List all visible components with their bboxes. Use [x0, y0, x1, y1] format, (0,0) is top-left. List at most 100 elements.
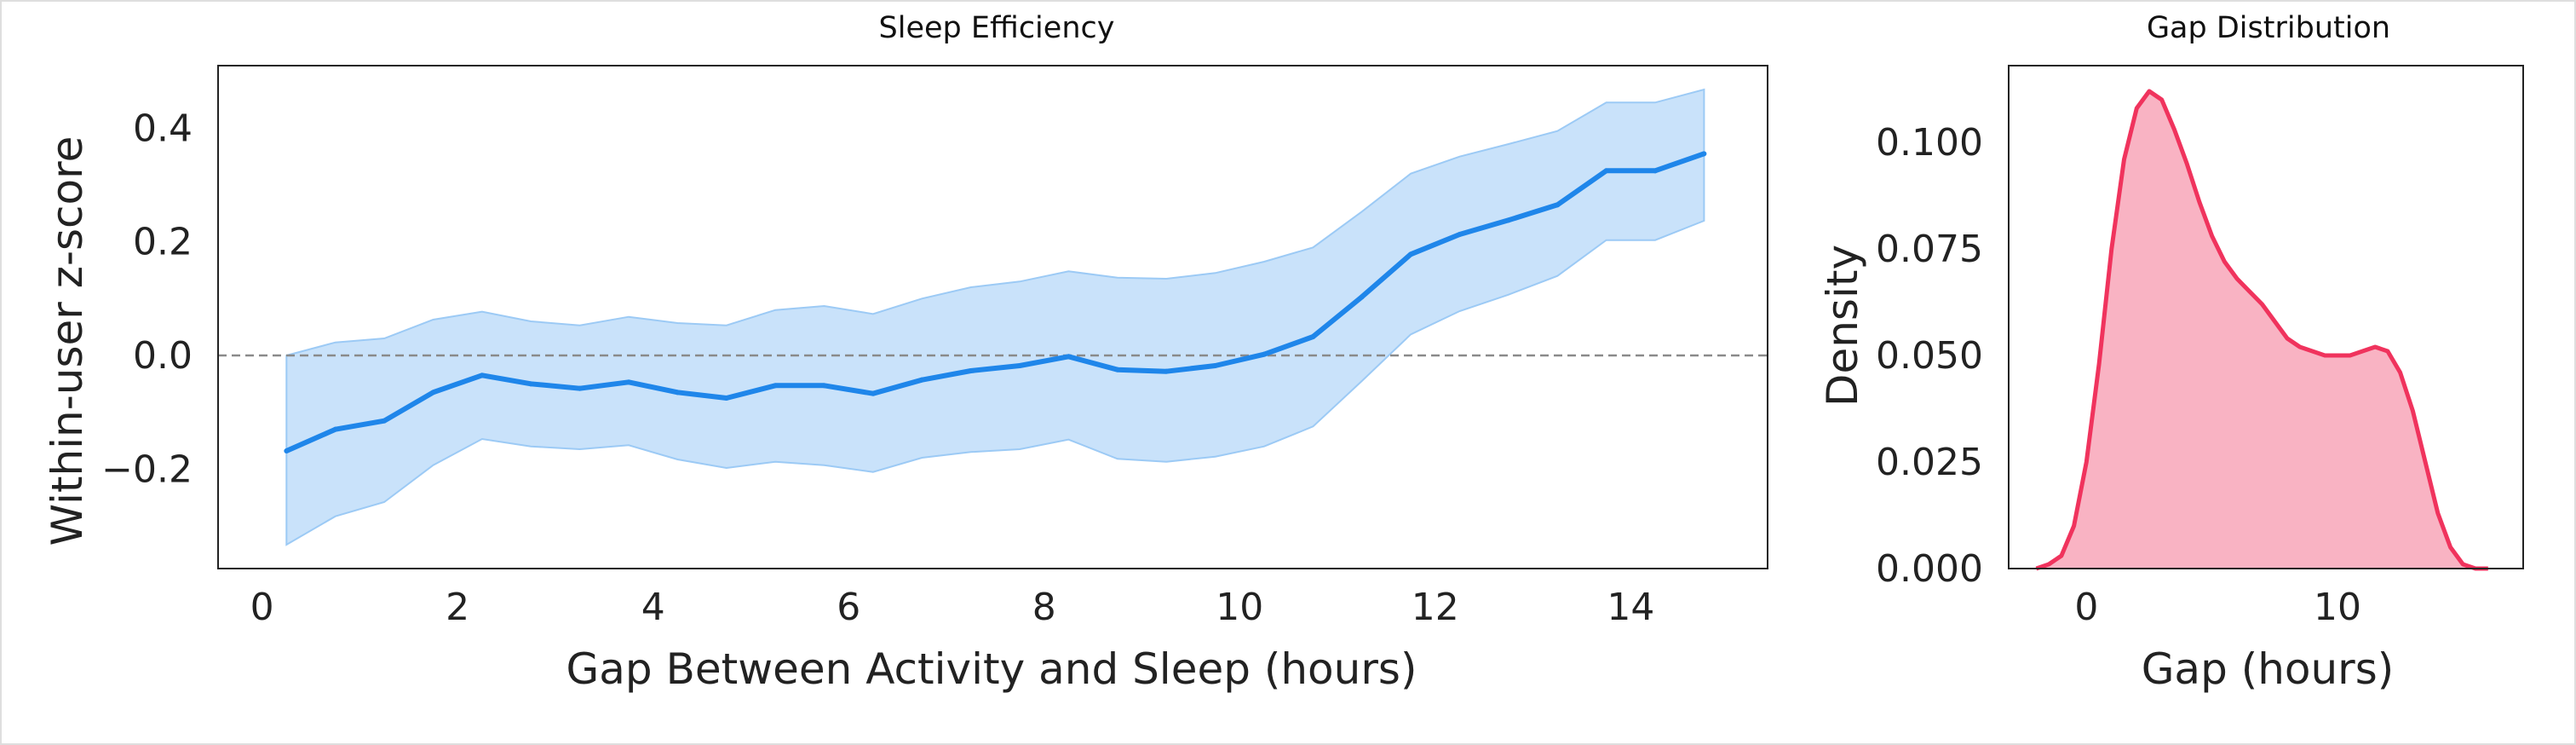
- x-tick-label: 14: [1607, 586, 1654, 629]
- plot-area: [2035, 89, 2488, 571]
- plot-area: [218, 88, 1768, 546]
- density-point: [2411, 409, 2414, 413]
- mean-point: [528, 381, 534, 387]
- x-tick-labels: 0 2 4 6 8 10 12 14: [250, 586, 1655, 629]
- mean-point: [1164, 368, 1170, 374]
- mean-point: [1017, 363, 1023, 368]
- x-tick-labels: 0 10: [2074, 586, 2361, 629]
- density-point: [2073, 524, 2076, 528]
- gap-distribution-chart: Gap Distribution 0 10 0.000 0.025 0.050 0.07…: [1818, 11, 2524, 694]
- mean-point: [1310, 334, 1316, 339]
- density-point: [2261, 303, 2264, 306]
- y-tick-label: 0.4: [133, 107, 193, 150]
- y-tick-label: 0.0: [133, 334, 193, 378]
- mean-line: [285, 151, 1705, 453]
- density-point: [2386, 349, 2389, 353]
- density-fill: [2036, 91, 2488, 569]
- mean-point: [968, 368, 974, 373]
- y-tick-labels: 0.000 0.025 0.050 0.075 0.100: [1876, 121, 1983, 591]
- density-point: [2160, 98, 2164, 101]
- y-axis-label: Density: [1818, 245, 1867, 407]
- mean-point: [919, 377, 925, 383]
- density-point: [2047, 563, 2050, 566]
- mean-point: [577, 385, 583, 391]
- y-tick-label: 0.2: [133, 221, 193, 264]
- density-point: [2185, 162, 2188, 165]
- mean-point: [1603, 168, 1609, 174]
- density-point: [2248, 290, 2251, 293]
- density-point: [2286, 337, 2289, 340]
- y-tick-label: 0.075: [1876, 228, 1983, 271]
- mean-point: [1359, 294, 1365, 300]
- mean-point: [1066, 354, 1072, 360]
- mean-point: [1701, 151, 1707, 157]
- density-point: [2373, 345, 2377, 349]
- density-point: [2273, 320, 2276, 323]
- y-tick-label: −0.2: [101, 448, 193, 491]
- axes-frame: [217, 65, 1768, 569]
- density-point: [2323, 354, 2326, 357]
- mean-point: [723, 396, 729, 401]
- density-point: [2135, 107, 2138, 110]
- axes-frame: [2008, 65, 2524, 569]
- x-axis-label: Gap Between Activity and Sleep (hours): [566, 644, 1417, 694]
- density-point: [2222, 260, 2226, 263]
- y-tick-label: 0.025: [1876, 441, 1983, 484]
- mean-point: [1114, 367, 1120, 372]
- density-point: [2148, 90, 2151, 93]
- x-tick-label: 12: [1412, 586, 1459, 629]
- density-point: [2198, 200, 2201, 204]
- mean-point: [1505, 217, 1511, 223]
- chart-title: Gap Distribution: [2147, 11, 2390, 45]
- density-point: [2461, 563, 2464, 566]
- density-point: [2110, 247, 2113, 251]
- mean-point: [1653, 168, 1659, 174]
- mean-point: [870, 390, 876, 396]
- sleep-efficiency-chart: Sleep Efficiency 0 2 4 6 8 10 12 14 −0.2 0.0 0.2 0…: [43, 11, 1768, 694]
- x-tick-label: 8: [1032, 586, 1056, 629]
- y-tick-label: 0.100: [1876, 121, 1983, 165]
- mean-point: [382, 418, 388, 424]
- density-point: [2235, 277, 2239, 280]
- mean-point: [1555, 202, 1561, 208]
- y-tick-labels: −0.2 0.0 0.2 0.4: [101, 107, 193, 491]
- mean-point: [1212, 363, 1218, 368]
- density-point: [2060, 554, 2063, 557]
- chart-title: Sleep Efficiency: [879, 11, 1115, 45]
- density-point: [2298, 345, 2302, 349]
- mean-point: [821, 383, 827, 389]
- x-tick-label: 10: [1216, 586, 1263, 629]
- mean-point: [626, 379, 632, 385]
- mean-point: [1457, 232, 1463, 237]
- density-point: [2360, 349, 2364, 353]
- density-point: [2424, 460, 2427, 464]
- density-point: [2399, 371, 2402, 374]
- mean-point: [1408, 251, 1414, 257]
- x-tick-label: 0: [250, 586, 274, 629]
- density-point: [2336, 354, 2339, 357]
- mean-point: [773, 383, 779, 389]
- density-point: [2172, 128, 2176, 131]
- density-point: [2211, 234, 2214, 238]
- x-tick-label: 4: [641, 586, 665, 629]
- density-point: [2084, 460, 2088, 464]
- x-axis-label: Gap (hours): [2142, 644, 2395, 694]
- mean-point: [479, 372, 485, 378]
- mean-point: [1261, 351, 1267, 357]
- density-curve: [2035, 89, 2488, 571]
- x-tick-label: 0: [2074, 586, 2098, 629]
- x-tick-label: 6: [837, 586, 860, 629]
- x-tick-label: 10: [2314, 586, 2361, 629]
- density-point: [2436, 511, 2440, 515]
- mean-point: [430, 390, 436, 396]
- confidence-band: [285, 88, 1705, 546]
- density-point: [2311, 349, 2314, 353]
- y-tick-label: 0.050: [1876, 334, 1983, 378]
- density-point: [2097, 362, 2101, 366]
- x-tick-label: 2: [446, 586, 469, 629]
- mean-point: [332, 426, 338, 432]
- density-point: [2449, 546, 2452, 549]
- y-tick-label: 0.000: [1876, 547, 1983, 591]
- density-point: [2349, 354, 2352, 357]
